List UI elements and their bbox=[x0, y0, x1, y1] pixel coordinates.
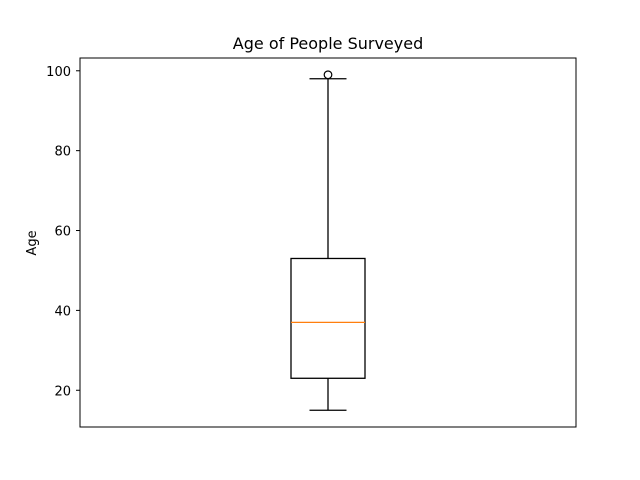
y-tick-label: 40 bbox=[54, 304, 71, 319]
y-tick-label: 80 bbox=[54, 145, 71, 160]
iqr-box bbox=[290, 257, 366, 379]
plot-area bbox=[290, 70, 366, 411]
y-tick-label: 100 bbox=[46, 65, 71, 80]
y-tick-label: 60 bbox=[54, 225, 71, 240]
axes-frame bbox=[79, 57, 577, 428]
chart-title: Age of People Surveyed bbox=[233, 34, 423, 53]
outlier-point bbox=[323, 70, 333, 80]
y-axis-label: Age bbox=[25, 230, 40, 255]
y-tick-label: 20 bbox=[54, 384, 71, 399]
